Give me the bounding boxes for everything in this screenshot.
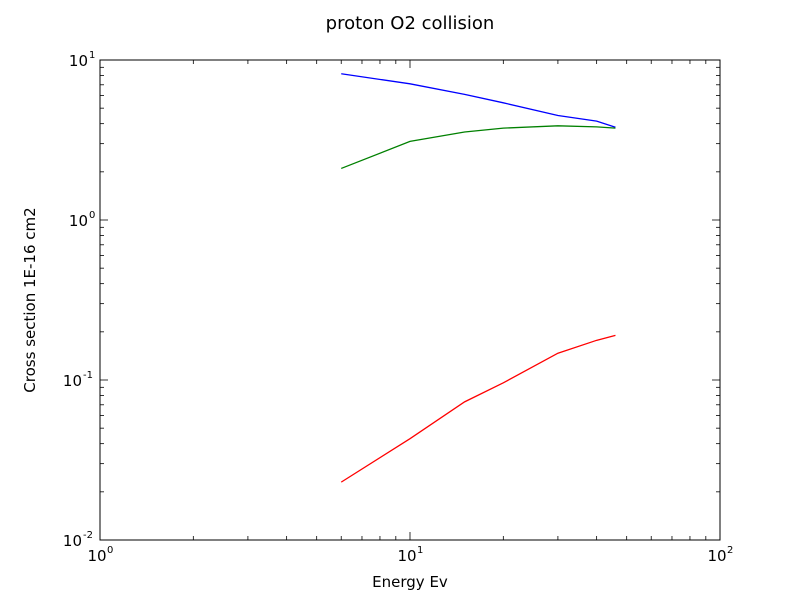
y-tick-label: 10: [63, 532, 82, 550]
y-tick-exponent: -2: [83, 530, 93, 541]
y-tick-label: 10: [63, 372, 82, 390]
y-tick-label: 10: [69, 52, 88, 70]
y-tick-exponent: -1: [83, 370, 93, 381]
x-axis-label: Energy Ev: [372, 573, 448, 591]
x-tick-exponent: 1: [417, 545, 423, 556]
series-line-3: [340, 334, 616, 483]
series-line-2: [340, 125, 616, 170]
x-axis: 10 0 10 1 10 2: [87, 60, 733, 565]
y-axis-label: Cross section 1E-16 cm2: [21, 207, 39, 392]
x-tick-label: 10: [87, 547, 106, 565]
x-tick-exponent: 0: [107, 545, 113, 556]
chart-title: proton O2 collision: [326, 13, 495, 34]
y-tick-label: 10: [69, 212, 88, 230]
y-tick-exponent: 1: [89, 50, 95, 61]
x-tick-label: 10: [397, 547, 416, 565]
series-layer: [340, 73, 616, 483]
series-line-1: [341, 73, 616, 128]
plot-frame: [99, 59, 721, 541]
x-tick-label: 10: [707, 547, 726, 565]
x-tick-exponent: 2: [727, 545, 733, 556]
y-tick-exponent: 0: [89, 210, 95, 221]
